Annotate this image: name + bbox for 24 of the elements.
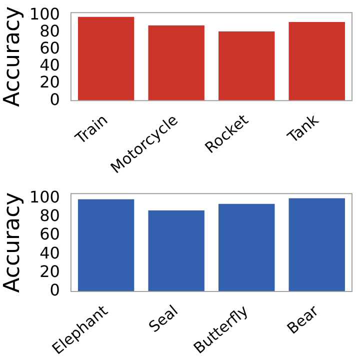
y-axis-title: Accuracy [0,6,25,107]
bar [218,31,275,101]
y-tick-label: 60 [40,38,60,58]
y-tick-label: 80 [40,206,60,226]
y-tick-label: 20 [40,262,60,281]
bar [148,25,204,101]
y-tick-label: 100 [29,4,60,24]
y-tick-label: 0 [50,280,60,300]
x-tick-label: Tank [284,110,322,148]
y-tick-label: 40 [40,243,60,262]
x-tick-label: Train [71,110,112,148]
bar [78,199,134,292]
bar [288,22,345,101]
y-tick-label: 100 [29,187,60,206]
bar [148,210,204,292]
bar [78,16,134,101]
y-tick-label: 20 [40,72,60,92]
y-tick-label: 0 [50,90,60,109]
y-axis-title: Accuracy [0,192,25,293]
y-tick-label: 60 [40,224,60,244]
bar [288,198,345,292]
y-tick-label: 80 [40,21,60,40]
bar [218,204,275,292]
y-tick-label: 40 [40,56,60,75]
